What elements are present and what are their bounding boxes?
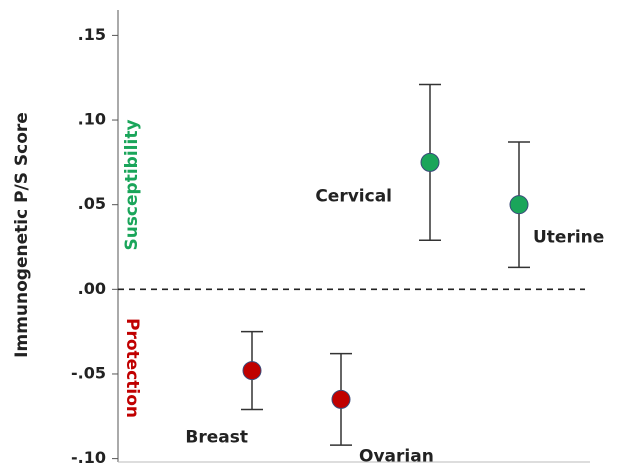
point: [420, 152, 440, 172]
point-label: Ovarian: [359, 446, 434, 466]
point: [242, 361, 262, 381]
y-tick-label: -.05: [71, 363, 106, 382]
point-label: Uterine: [533, 228, 604, 248]
point-label: Cervical: [315, 186, 392, 206]
y-tick-label: .15: [78, 25, 106, 44]
y-tick-label: .10: [78, 110, 106, 129]
y-axis-label: Immunogenetic P/S Score: [12, 112, 32, 358]
point: [331, 389, 351, 409]
point: [509, 195, 529, 215]
y-tick-label: -.10: [71, 448, 106, 467]
y-tick-label: .00: [78, 279, 106, 298]
annotation: Protection: [122, 318, 142, 418]
y-tick-label: .05: [78, 194, 106, 213]
annotation: Susceptibility: [122, 119, 142, 250]
point-label: Breast: [185, 428, 248, 448]
